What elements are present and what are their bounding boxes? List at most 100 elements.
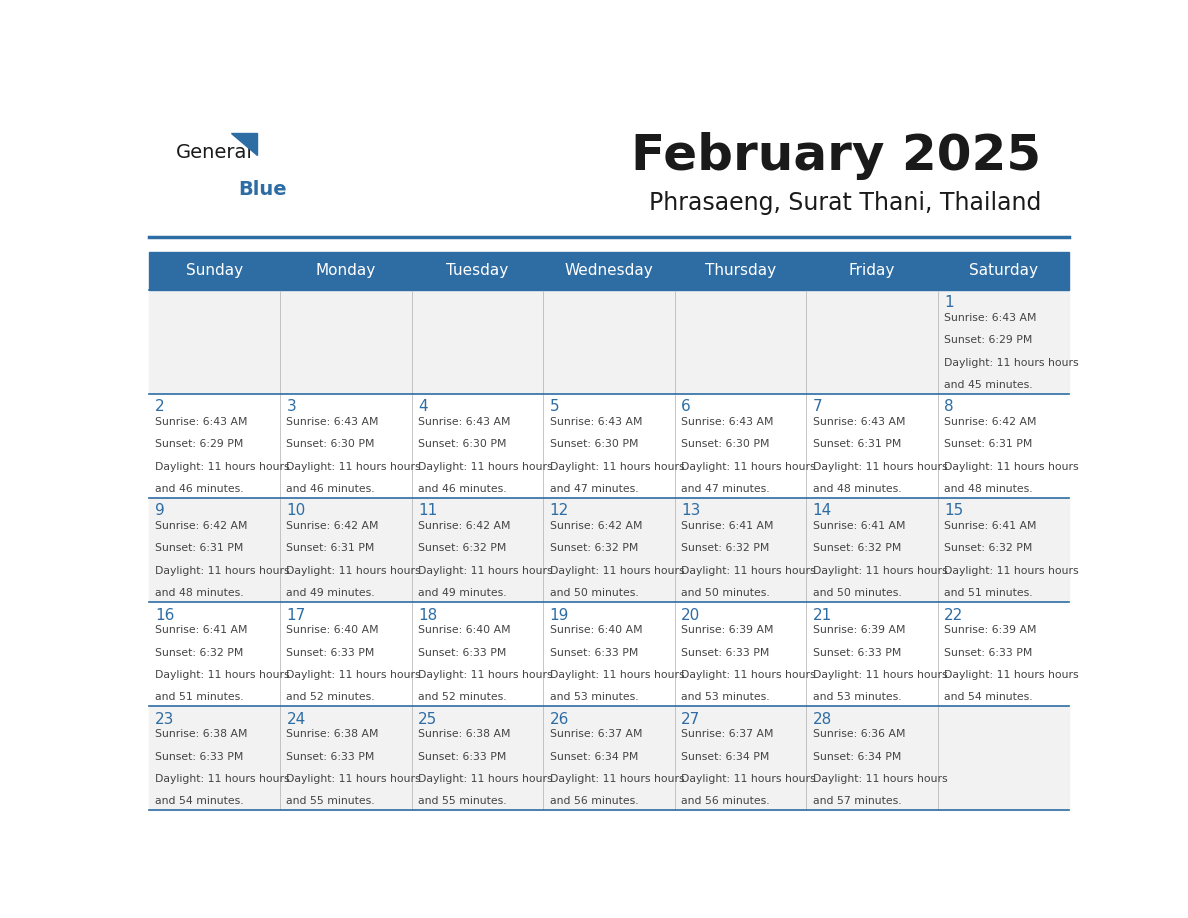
Text: Sunset: 6:33 PM: Sunset: 6:33 PM bbox=[681, 647, 770, 657]
Text: Daylight: 11 hours hours: Daylight: 11 hours hours bbox=[154, 670, 290, 680]
Text: Daylight: 11 hours hours: Daylight: 11 hours hours bbox=[813, 565, 947, 576]
Text: Sunset: 6:30 PM: Sunset: 6:30 PM bbox=[286, 440, 375, 450]
Text: Daylight: 11 hours hours: Daylight: 11 hours hours bbox=[550, 462, 684, 472]
Text: Sunset: 6:30 PM: Sunset: 6:30 PM bbox=[681, 440, 770, 450]
Text: 16: 16 bbox=[154, 608, 175, 622]
Text: Sunrise: 6:42 AM: Sunrise: 6:42 AM bbox=[550, 521, 642, 532]
Text: Sunrise: 6:41 AM: Sunrise: 6:41 AM bbox=[154, 625, 247, 635]
Text: Daylight: 11 hours hours: Daylight: 11 hours hours bbox=[681, 565, 816, 576]
Text: Daylight: 11 hours hours: Daylight: 11 hours hours bbox=[418, 565, 552, 576]
Text: Sunset: 6:31 PM: Sunset: 6:31 PM bbox=[154, 543, 244, 554]
Text: Sunrise: 6:41 AM: Sunrise: 6:41 AM bbox=[681, 521, 773, 532]
Text: Sunset: 6:30 PM: Sunset: 6:30 PM bbox=[550, 440, 638, 450]
Bar bbox=[148, 498, 1069, 602]
Text: Sunrise: 6:43 AM: Sunrise: 6:43 AM bbox=[944, 313, 1037, 323]
Text: Sunset: 6:34 PM: Sunset: 6:34 PM bbox=[550, 752, 638, 762]
Polygon shape bbox=[232, 133, 257, 155]
Text: Saturday: Saturday bbox=[969, 263, 1038, 278]
Text: 5: 5 bbox=[550, 399, 560, 414]
Text: Sunset: 6:34 PM: Sunset: 6:34 PM bbox=[813, 752, 901, 762]
Text: 14: 14 bbox=[813, 503, 832, 519]
Text: and 50 minutes.: and 50 minutes. bbox=[813, 588, 902, 599]
Text: Sunrise: 6:42 AM: Sunrise: 6:42 AM bbox=[154, 521, 247, 532]
Text: Daylight: 11 hours hours: Daylight: 11 hours hours bbox=[944, 358, 1079, 368]
Bar bbox=[148, 706, 1069, 810]
Text: and 49 minutes.: and 49 minutes. bbox=[286, 588, 375, 599]
Text: and 46 minutes.: and 46 minutes. bbox=[286, 484, 375, 494]
Text: Sunset: 6:29 PM: Sunset: 6:29 PM bbox=[154, 440, 244, 450]
Text: Sunset: 6:33 PM: Sunset: 6:33 PM bbox=[154, 752, 244, 762]
Text: Thursday: Thursday bbox=[704, 263, 776, 278]
Text: Sunrise: 6:41 AM: Sunrise: 6:41 AM bbox=[944, 521, 1037, 532]
Text: 23: 23 bbox=[154, 711, 175, 726]
Text: 27: 27 bbox=[681, 711, 700, 726]
Text: Sunrise: 6:42 AM: Sunrise: 6:42 AM bbox=[286, 521, 379, 532]
Bar bbox=[148, 602, 1069, 706]
Text: and 54 minutes.: and 54 minutes. bbox=[154, 796, 244, 806]
Text: 21: 21 bbox=[813, 608, 832, 622]
Text: 19: 19 bbox=[550, 608, 569, 622]
Text: and 50 minutes.: and 50 minutes. bbox=[681, 588, 770, 599]
Text: 7: 7 bbox=[813, 399, 822, 414]
Text: Sunset: 6:32 PM: Sunset: 6:32 PM bbox=[154, 647, 244, 657]
Text: Sunrise: 6:40 AM: Sunrise: 6:40 AM bbox=[286, 625, 379, 635]
Text: Daylight: 11 hours hours: Daylight: 11 hours hours bbox=[550, 670, 684, 680]
Text: Sunset: 6:32 PM: Sunset: 6:32 PM bbox=[418, 543, 506, 554]
Text: 28: 28 bbox=[813, 711, 832, 726]
Text: 18: 18 bbox=[418, 608, 437, 622]
Text: and 48 minutes.: and 48 minutes. bbox=[944, 484, 1032, 494]
Text: Sunset: 6:32 PM: Sunset: 6:32 PM bbox=[550, 543, 638, 554]
Text: Sunrise: 6:42 AM: Sunrise: 6:42 AM bbox=[418, 521, 511, 532]
Text: 12: 12 bbox=[550, 503, 569, 519]
Text: Sunday: Sunday bbox=[185, 263, 242, 278]
Text: Sunrise: 6:43 AM: Sunrise: 6:43 AM bbox=[681, 417, 773, 427]
Text: Sunrise: 6:41 AM: Sunrise: 6:41 AM bbox=[813, 521, 905, 532]
Text: 3: 3 bbox=[286, 399, 296, 414]
Text: Sunrise: 6:42 AM: Sunrise: 6:42 AM bbox=[944, 417, 1037, 427]
Text: Sunrise: 6:38 AM: Sunrise: 6:38 AM bbox=[418, 729, 511, 739]
Text: Daylight: 11 hours hours: Daylight: 11 hours hours bbox=[550, 565, 684, 576]
Text: Daylight: 11 hours hours: Daylight: 11 hours hours bbox=[944, 670, 1079, 680]
Text: Daylight: 11 hours hours: Daylight: 11 hours hours bbox=[418, 670, 552, 680]
Text: Daylight: 11 hours hours: Daylight: 11 hours hours bbox=[418, 774, 552, 784]
Text: Sunrise: 6:39 AM: Sunrise: 6:39 AM bbox=[813, 625, 905, 635]
Text: Daylight: 11 hours hours: Daylight: 11 hours hours bbox=[681, 462, 816, 472]
Bar bbox=[148, 290, 1069, 394]
Text: Sunset: 6:33 PM: Sunset: 6:33 PM bbox=[418, 647, 506, 657]
Text: 24: 24 bbox=[286, 711, 305, 726]
Text: 4: 4 bbox=[418, 399, 428, 414]
Text: Wednesday: Wednesday bbox=[564, 263, 653, 278]
Text: Sunset: 6:34 PM: Sunset: 6:34 PM bbox=[681, 752, 770, 762]
Text: Sunset: 6:31 PM: Sunset: 6:31 PM bbox=[286, 543, 375, 554]
Text: Daylight: 11 hours hours: Daylight: 11 hours hours bbox=[813, 774, 947, 784]
Text: Daylight: 11 hours hours: Daylight: 11 hours hours bbox=[286, 462, 421, 472]
Text: Daylight: 11 hours hours: Daylight: 11 hours hours bbox=[418, 462, 552, 472]
Text: 17: 17 bbox=[286, 608, 305, 622]
Text: Sunrise: 6:40 AM: Sunrise: 6:40 AM bbox=[550, 625, 643, 635]
Text: Sunset: 6:32 PM: Sunset: 6:32 PM bbox=[681, 543, 770, 554]
Text: Sunset: 6:30 PM: Sunset: 6:30 PM bbox=[418, 440, 506, 450]
Text: 8: 8 bbox=[944, 399, 954, 414]
Text: Daylight: 11 hours hours: Daylight: 11 hours hours bbox=[154, 565, 290, 576]
Text: and 46 minutes.: and 46 minutes. bbox=[154, 484, 244, 494]
Text: and 56 minutes.: and 56 minutes. bbox=[681, 796, 770, 806]
Text: Sunset: 6:32 PM: Sunset: 6:32 PM bbox=[813, 543, 901, 554]
Text: Sunrise: 6:36 AM: Sunrise: 6:36 AM bbox=[813, 729, 905, 739]
Text: and 55 minutes.: and 55 minutes. bbox=[418, 796, 506, 806]
Text: Daylight: 11 hours hours: Daylight: 11 hours hours bbox=[154, 462, 290, 472]
Text: and 53 minutes.: and 53 minutes. bbox=[550, 692, 638, 702]
Text: and 48 minutes.: and 48 minutes. bbox=[154, 588, 244, 599]
Text: Sunrise: 6:43 AM: Sunrise: 6:43 AM bbox=[813, 417, 905, 427]
Text: Daylight: 11 hours hours: Daylight: 11 hours hours bbox=[286, 565, 421, 576]
Text: February 2025: February 2025 bbox=[632, 132, 1042, 180]
Text: Sunrise: 6:40 AM: Sunrise: 6:40 AM bbox=[418, 625, 511, 635]
Text: General: General bbox=[176, 143, 253, 162]
Text: Sunset: 6:33 PM: Sunset: 6:33 PM bbox=[550, 647, 638, 657]
Text: Monday: Monday bbox=[316, 263, 375, 278]
Text: and 51 minutes.: and 51 minutes. bbox=[154, 692, 244, 702]
Text: and 55 minutes.: and 55 minutes. bbox=[286, 796, 375, 806]
Text: 13: 13 bbox=[681, 503, 701, 519]
Text: Daylight: 11 hours hours: Daylight: 11 hours hours bbox=[813, 462, 947, 472]
Text: and 49 minutes.: and 49 minutes. bbox=[418, 588, 506, 599]
Text: 2: 2 bbox=[154, 399, 165, 414]
